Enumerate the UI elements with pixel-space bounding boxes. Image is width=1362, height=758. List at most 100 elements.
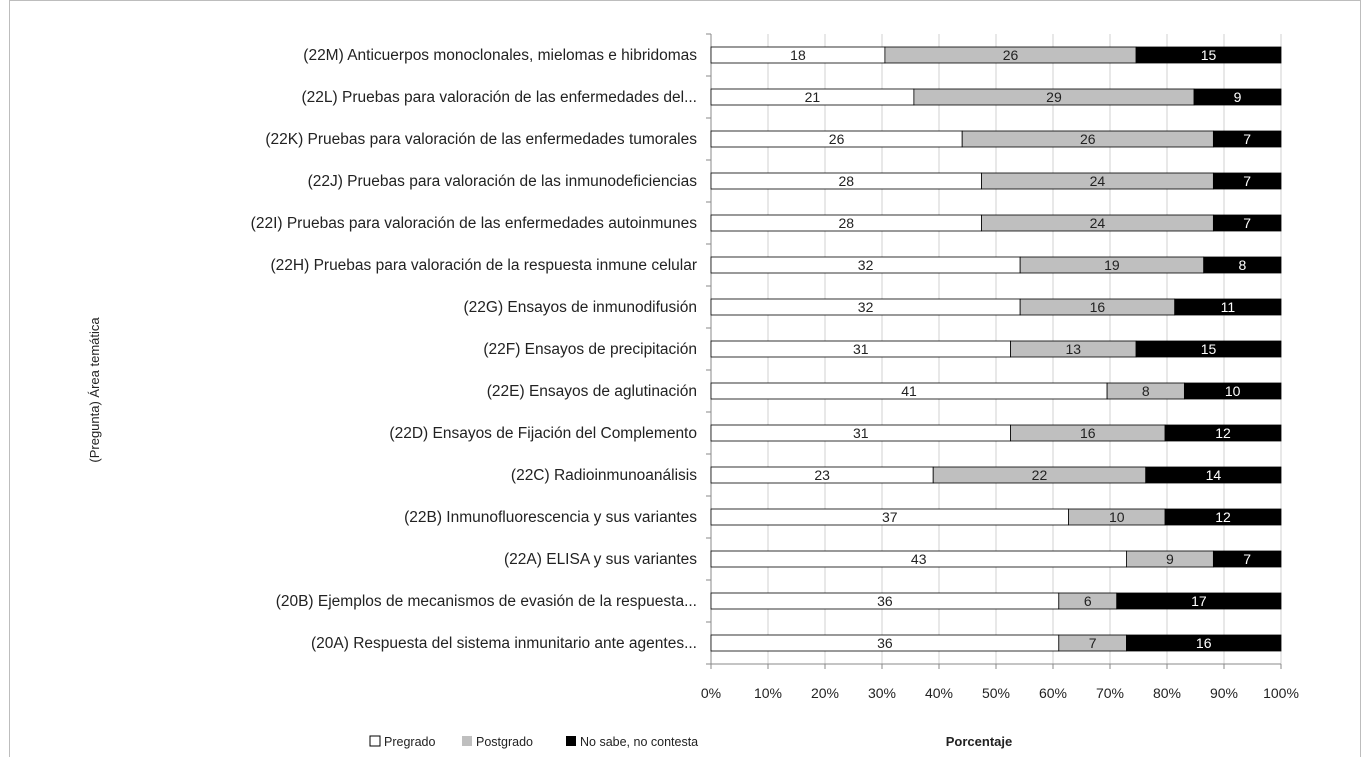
data-label: 26	[1003, 47, 1019, 63]
data-label: 7	[1243, 173, 1251, 189]
legend-swatch	[566, 736, 576, 746]
x-tick-label: 50%	[982, 685, 1010, 701]
data-label: 32	[858, 257, 874, 273]
category-label: (22K) Pruebas para valoración de las enf…	[265, 131, 697, 148]
data-label: 31	[853, 425, 869, 441]
category-label: (22M) Anticuerpos monoclonales, mielomas…	[303, 47, 697, 64]
category-label: (22G) Ensayos de inmunodifusión	[464, 299, 698, 316]
legend-label: Postgrado	[476, 735, 533, 749]
category-label: (22J) Pruebas para valoración de las inm…	[308, 173, 698, 190]
category-label: (22B) Inmunofluorescencia y sus variante…	[404, 509, 697, 526]
category-label: (22C) Radioinmunoanálisis	[511, 467, 697, 484]
data-label: 8	[1142, 383, 1150, 399]
bar-segment	[1135, 46, 1282, 64]
data-label: 28	[838, 215, 854, 231]
legend-label: Pregrado	[384, 735, 435, 749]
data-label: 36	[877, 593, 893, 609]
data-label: 17	[1191, 593, 1207, 609]
data-label: 7	[1243, 551, 1251, 567]
data-label: 21	[805, 89, 821, 105]
bar-segment	[1212, 130, 1282, 148]
data-label: 9	[1234, 89, 1242, 105]
category-label: (20A) Respuesta del sistema inmunitario …	[311, 635, 697, 652]
data-label: 10	[1109, 509, 1125, 525]
bar-segment	[1174, 298, 1282, 316]
data-label: 16	[1080, 425, 1096, 441]
data-label: 22	[1032, 467, 1048, 483]
bar-segment	[1212, 550, 1282, 568]
chart-frame	[9, 0, 1361, 757]
data-label: 6	[1084, 593, 1092, 609]
category-label: (22E) Ensayos de aglutinación	[487, 383, 697, 400]
data-label: 12	[1215, 509, 1231, 525]
legend-label: No sabe, no contesta	[580, 735, 698, 749]
data-label: 7	[1089, 635, 1097, 651]
data-label: 32	[858, 299, 874, 315]
category-label: (20B) Ejemplos de mecanismos de evasión …	[276, 593, 697, 610]
data-label: 8	[1238, 257, 1246, 273]
data-label: 41	[901, 383, 917, 399]
data-label: 9	[1166, 551, 1174, 567]
x-tick-label: 60%	[1039, 685, 1067, 701]
data-label: 19	[1104, 257, 1120, 273]
category-label: (22I) Pruebas para valoración de las enf…	[251, 215, 698, 232]
bar-segment	[1164, 424, 1282, 442]
x-tick-label: 10%	[754, 685, 782, 701]
data-label: 7	[1243, 215, 1251, 231]
bar-segment	[1116, 592, 1282, 610]
category-labels: (22M) Anticuerpos monoclonales, mielomas…	[251, 47, 698, 652]
data-label: 13	[1065, 341, 1081, 357]
data-label: 24	[1090, 173, 1106, 189]
data-label: 28	[838, 173, 854, 189]
legend-swatch	[462, 736, 472, 746]
x-tick-label: 100%	[1263, 685, 1299, 701]
category-label: (22H) Pruebas para valoración de la resp…	[271, 257, 698, 274]
legend-swatch	[369, 735, 381, 747]
bar-segment	[1145, 466, 1282, 484]
category-label: (22A) ELISA y sus variantes	[504, 551, 697, 568]
data-label: 37	[882, 509, 898, 525]
x-tick-label: 30%	[868, 685, 896, 701]
y-axis-title: (Pregunta) Área temática	[87, 317, 102, 463]
bars	[710, 46, 1282, 652]
data-label: 10	[1225, 383, 1241, 399]
data-label: 24	[1090, 215, 1106, 231]
bar-segment	[1126, 634, 1282, 652]
data-label: 14	[1206, 467, 1222, 483]
bar-segment	[1203, 256, 1282, 274]
bar-segment	[1193, 88, 1282, 106]
data-label: 11	[1221, 299, 1236, 315]
x-tick-label: 90%	[1210, 685, 1238, 701]
data-label: 43	[911, 551, 927, 567]
data-label: 23	[814, 467, 830, 483]
bar-segment	[1183, 382, 1282, 400]
data-label: 29	[1046, 89, 1062, 105]
data-label: 18	[790, 47, 806, 63]
category-label: (22L) Pruebas para valoración de las enf…	[302, 89, 698, 106]
x-tick-label: 70%	[1096, 685, 1124, 701]
data-label: 15	[1201, 47, 1217, 63]
data-label: 31	[853, 341, 869, 357]
x-tick-label: 0%	[701, 685, 721, 701]
x-tick-label: 20%	[811, 685, 839, 701]
data-label: 26	[829, 131, 845, 147]
data-label: 7	[1243, 131, 1251, 147]
x-tick-label: 40%	[925, 685, 953, 701]
x-tick-labels: 0% 10% 20% 30% 40% 50% 60% 70% 80% 90% 100%	[701, 685, 1299, 701]
value-labels: 18 26 15 21 29 9 26 26 7 28 24 7 28 24 7 32 19 8 32 16 11 31 1…	[790, 47, 1251, 651]
data-label: 12	[1215, 425, 1231, 441]
bar-segment	[1164, 508, 1282, 526]
data-label: 36	[877, 635, 893, 651]
bar-segment	[1212, 214, 1282, 232]
x-axis-title: Porcentaje	[946, 734, 1012, 749]
legend: Pregrado Postgrado No sabe, no contesta	[369, 735, 698, 749]
category-label: (22D) Ensayos de Fijación del Complement…	[389, 425, 697, 442]
bar-segment	[1135, 340, 1282, 358]
data-label: 16	[1196, 635, 1212, 651]
category-label: (22F) Ensayos de precipitación	[483, 341, 697, 358]
bar-segment	[1212, 172, 1282, 190]
data-label: 16	[1090, 299, 1106, 315]
data-label: 26	[1080, 131, 1096, 147]
data-label: 15	[1201, 341, 1217, 357]
